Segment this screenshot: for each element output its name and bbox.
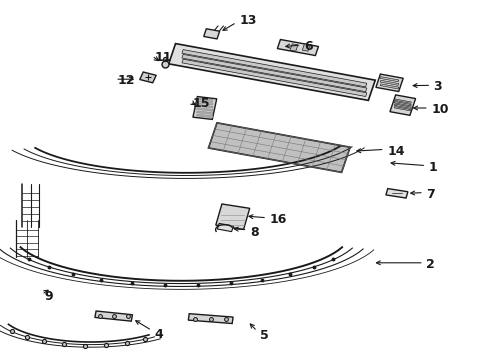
Text: 1: 1	[429, 161, 438, 174]
Text: 3: 3	[434, 80, 442, 93]
Text: 11: 11	[154, 51, 172, 64]
Polygon shape	[196, 111, 213, 114]
Polygon shape	[182, 59, 367, 96]
Polygon shape	[204, 29, 220, 39]
Polygon shape	[277, 40, 318, 55]
Polygon shape	[193, 96, 217, 120]
Polygon shape	[376, 74, 403, 91]
Text: 8: 8	[250, 226, 259, 239]
Polygon shape	[95, 311, 132, 321]
Polygon shape	[394, 99, 411, 103]
Polygon shape	[380, 84, 399, 89]
Text: 15: 15	[193, 97, 210, 110]
Polygon shape	[386, 189, 408, 198]
Polygon shape	[196, 101, 213, 105]
Polygon shape	[380, 77, 399, 82]
Text: 6: 6	[304, 40, 313, 53]
Text: 4: 4	[154, 328, 163, 341]
Polygon shape	[218, 224, 233, 231]
Polygon shape	[196, 114, 213, 118]
Polygon shape	[188, 314, 233, 324]
Text: 5: 5	[260, 329, 269, 342]
Polygon shape	[380, 80, 399, 85]
Text: 7: 7	[426, 188, 435, 201]
Polygon shape	[394, 104, 411, 108]
Text: 14: 14	[387, 145, 405, 158]
Polygon shape	[394, 102, 411, 106]
Polygon shape	[216, 204, 250, 229]
Polygon shape	[302, 44, 310, 51]
Polygon shape	[182, 54, 367, 92]
Polygon shape	[196, 104, 213, 108]
Text: 9: 9	[44, 291, 53, 303]
Polygon shape	[290, 44, 298, 51]
Polygon shape	[169, 44, 375, 100]
Polygon shape	[196, 108, 213, 111]
Polygon shape	[390, 95, 416, 115]
Text: 16: 16	[270, 213, 287, 226]
Text: 13: 13	[239, 14, 256, 27]
Polygon shape	[394, 107, 411, 111]
Text: 10: 10	[431, 103, 449, 116]
Polygon shape	[196, 98, 213, 102]
Polygon shape	[140, 72, 156, 83]
Polygon shape	[208, 123, 350, 172]
Polygon shape	[182, 50, 367, 87]
Text: 2: 2	[426, 258, 435, 271]
Text: 12: 12	[118, 75, 135, 87]
